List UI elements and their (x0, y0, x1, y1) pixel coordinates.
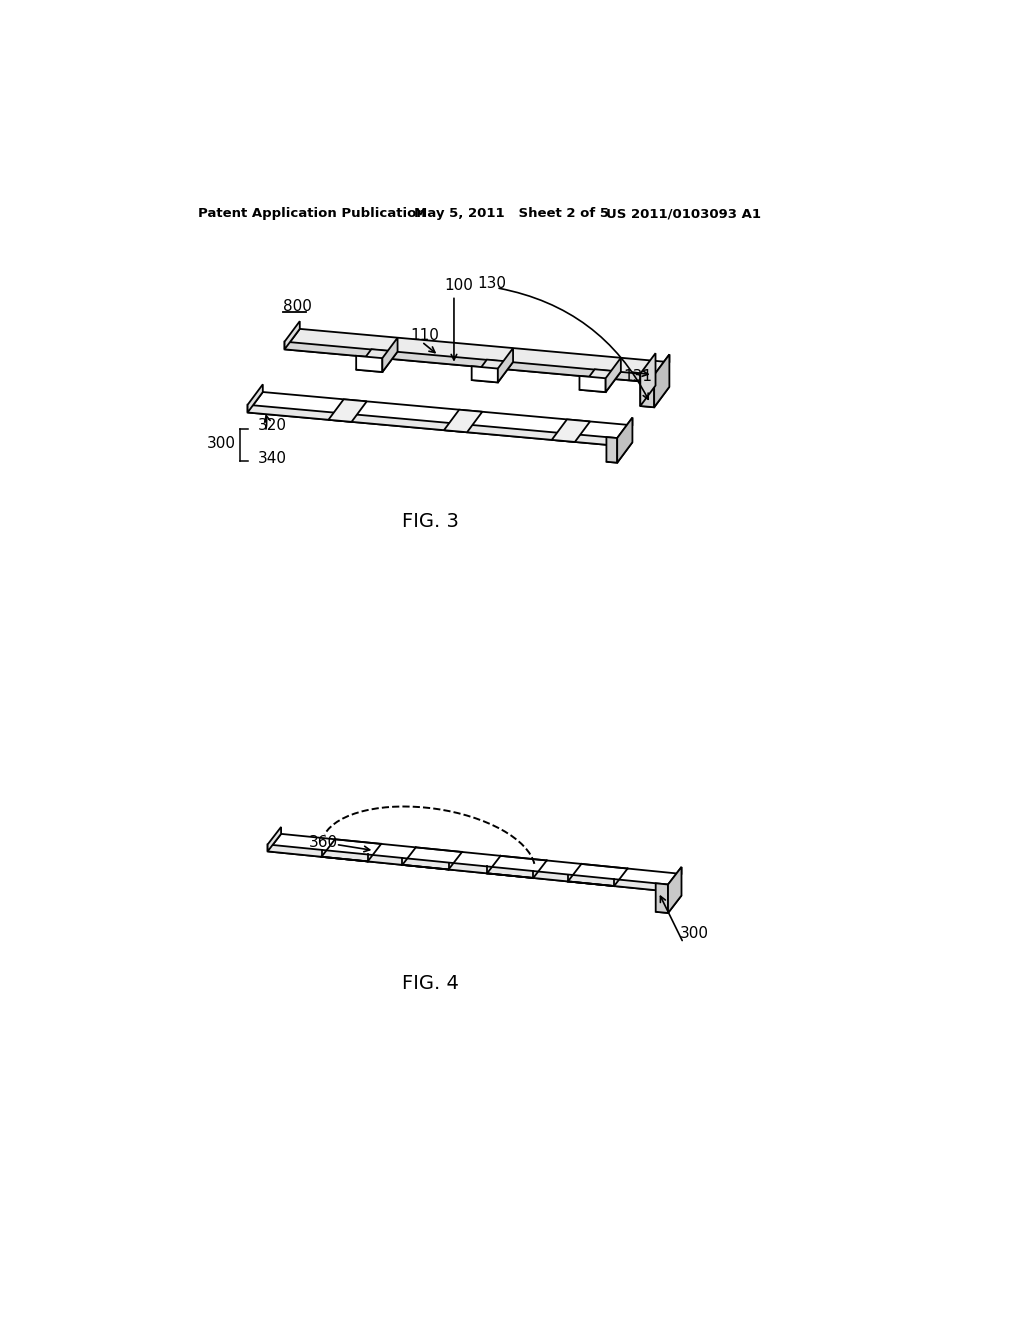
Polygon shape (498, 348, 513, 383)
Polygon shape (267, 845, 668, 891)
Polygon shape (606, 437, 617, 463)
Text: 800: 800 (283, 298, 312, 314)
Polygon shape (640, 354, 655, 407)
Text: Patent Application Publication: Patent Application Publication (199, 207, 426, 220)
Polygon shape (606, 441, 633, 463)
Text: May 5, 2011   Sheet 2 of 5: May 5, 2011 Sheet 2 of 5 (414, 207, 609, 220)
Polygon shape (285, 342, 654, 383)
Polygon shape (382, 338, 397, 372)
Polygon shape (580, 376, 605, 392)
Text: 110: 110 (410, 327, 439, 343)
Polygon shape (655, 883, 668, 913)
Polygon shape (329, 399, 367, 422)
Text: FIG. 4: FIG. 4 (401, 974, 459, 994)
Polygon shape (248, 384, 263, 412)
Text: 320: 320 (258, 418, 287, 433)
Polygon shape (356, 350, 397, 372)
Text: 360: 360 (309, 836, 338, 850)
Polygon shape (267, 834, 682, 891)
Polygon shape (668, 867, 682, 913)
Text: FIG. 3: FIG. 3 (401, 512, 459, 532)
Text: 100: 100 (444, 279, 473, 293)
Polygon shape (617, 417, 633, 463)
Polygon shape (640, 385, 670, 408)
Polygon shape (617, 417, 633, 446)
Polygon shape (472, 359, 513, 383)
Polygon shape (655, 894, 682, 913)
Text: 340: 340 (258, 451, 287, 466)
Polygon shape (580, 370, 621, 392)
Text: 300: 300 (207, 436, 237, 451)
Polygon shape (654, 355, 670, 383)
Text: 300: 300 (680, 927, 709, 941)
Text: 131: 131 (624, 368, 652, 384)
Polygon shape (267, 826, 282, 851)
Polygon shape (472, 366, 498, 383)
Polygon shape (285, 329, 670, 383)
Polygon shape (248, 392, 633, 446)
Text: US 2011/0103093 A1: US 2011/0103093 A1 (606, 207, 762, 220)
Polygon shape (668, 867, 682, 891)
Polygon shape (356, 356, 382, 372)
Polygon shape (248, 405, 617, 446)
Polygon shape (654, 355, 670, 408)
Polygon shape (552, 420, 590, 442)
Polygon shape (285, 321, 300, 350)
Polygon shape (444, 409, 482, 432)
Polygon shape (640, 374, 654, 408)
Text: 130: 130 (477, 276, 506, 290)
Polygon shape (605, 358, 621, 392)
